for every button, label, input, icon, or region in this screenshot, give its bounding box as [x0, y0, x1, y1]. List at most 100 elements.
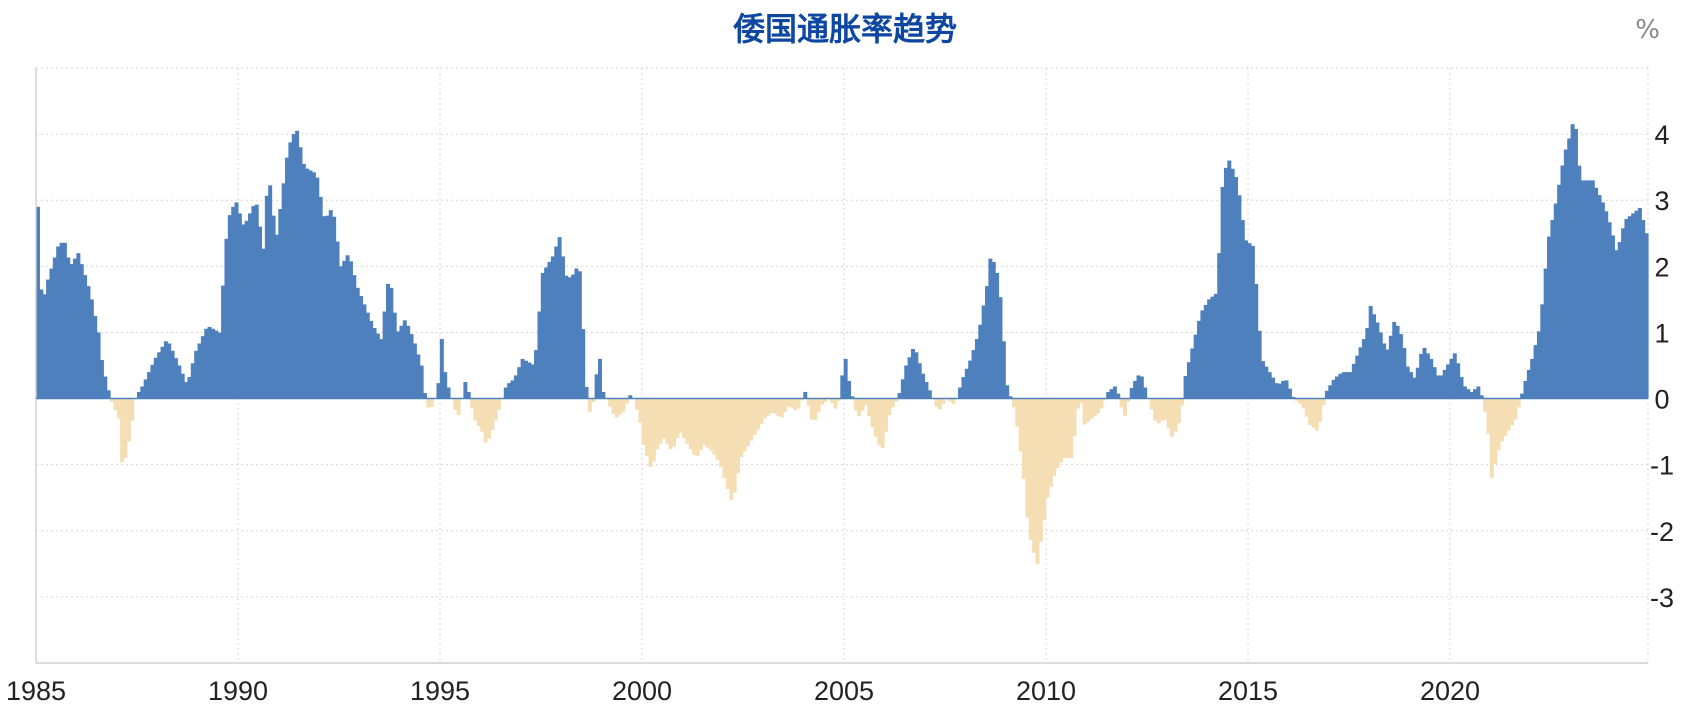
bar	[675, 398, 680, 439]
bar	[1213, 293, 1218, 399]
y-tick-label: 0	[1654, 385, 1669, 415]
bar	[1277, 383, 1282, 399]
bar	[847, 380, 852, 399]
bar	[1442, 369, 1447, 399]
bar	[1123, 398, 1127, 416]
bar	[268, 185, 273, 399]
bar	[439, 339, 444, 399]
bar	[1573, 128, 1578, 399]
bar	[762, 398, 767, 419]
bar	[221, 285, 226, 399]
bar	[564, 275, 569, 399]
bar	[1264, 366, 1269, 399]
bar	[1234, 177, 1239, 399]
bar	[1072, 398, 1077, 437]
bar	[769, 398, 774, 413]
bar	[1335, 376, 1339, 399]
bar	[594, 374, 599, 399]
bar	[103, 376, 108, 399]
bar	[264, 195, 269, 399]
bar	[655, 398, 660, 450]
bar	[372, 328, 377, 399]
bar	[914, 352, 919, 399]
bar	[685, 398, 690, 444]
bar	[648, 398, 653, 467]
bar	[793, 398, 798, 411]
bar	[446, 387, 451, 399]
bar	[682, 398, 687, 439]
bar	[779, 398, 784, 418]
bar	[789, 398, 794, 408]
bar	[1143, 387, 1148, 399]
bar	[981, 305, 986, 399]
bar	[1032, 398, 1037, 553]
bar	[1294, 398, 1299, 401]
bar	[426, 398, 431, 408]
bar	[1462, 386, 1467, 399]
bar	[147, 372, 152, 399]
bar	[106, 390, 111, 399]
bar	[234, 202, 239, 399]
bar	[1015, 398, 1020, 427]
bar	[887, 398, 892, 416]
bar	[325, 215, 330, 399]
bar	[698, 398, 703, 451]
bar	[318, 196, 323, 399]
bar	[217, 332, 222, 399]
bar	[207, 326, 212, 399]
bar	[46, 279, 51, 399]
x-tick-labels: 1985 1990 1995 2000 2005 2010 2015 2020	[6, 676, 1480, 706]
x-tick-label: 2010	[1016, 676, 1076, 706]
bar	[248, 213, 252, 399]
bar	[1345, 372, 1350, 399]
bar	[1133, 380, 1138, 399]
bar	[261, 248, 266, 399]
bar	[1557, 184, 1562, 399]
bar	[1506, 398, 1511, 431]
bar	[1284, 380, 1289, 399]
bar	[1055, 398, 1060, 468]
bar	[1483, 398, 1488, 412]
bar	[1621, 228, 1626, 399]
bar	[173, 358, 178, 399]
bar	[1244, 240, 1249, 399]
bar	[1176, 398, 1181, 424]
axis-layer	[35, 68, 1648, 664]
bar	[836, 398, 841, 401]
bar	[1173, 398, 1178, 432]
bar	[1149, 398, 1154, 410]
bar	[732, 398, 737, 493]
chart-title: 倭国通胀率趋势	[733, 10, 957, 48]
bar	[1096, 398, 1101, 414]
bar	[1304, 398, 1309, 417]
bar	[1351, 363, 1356, 399]
bar	[557, 237, 562, 399]
bar	[1065, 398, 1070, 459]
bar	[1543, 268, 1548, 399]
bar	[254, 204, 259, 399]
bar	[1038, 398, 1043, 542]
bar	[187, 377, 192, 399]
bar	[715, 398, 720, 461]
bar	[964, 368, 969, 399]
bar	[1193, 334, 1198, 399]
bar	[1479, 395, 1484, 399]
bar	[1126, 398, 1131, 402]
bar	[211, 328, 215, 399]
bar	[338, 266, 343, 399]
bar	[1627, 216, 1632, 399]
bar	[1637, 207, 1642, 399]
bar	[598, 358, 602, 399]
y-tick-labels: -3 -2 -1 0 1 2 3 4	[1650, 120, 1674, 613]
bar	[877, 398, 882, 445]
bar	[291, 134, 296, 399]
bar	[951, 398, 956, 405]
bar	[1341, 372, 1346, 399]
bar	[116, 398, 121, 419]
bar	[110, 398, 115, 402]
bar	[937, 398, 942, 410]
bar	[1412, 377, 1417, 399]
bar	[470, 398, 475, 409]
bar	[900, 379, 905, 399]
bar	[1365, 328, 1370, 399]
